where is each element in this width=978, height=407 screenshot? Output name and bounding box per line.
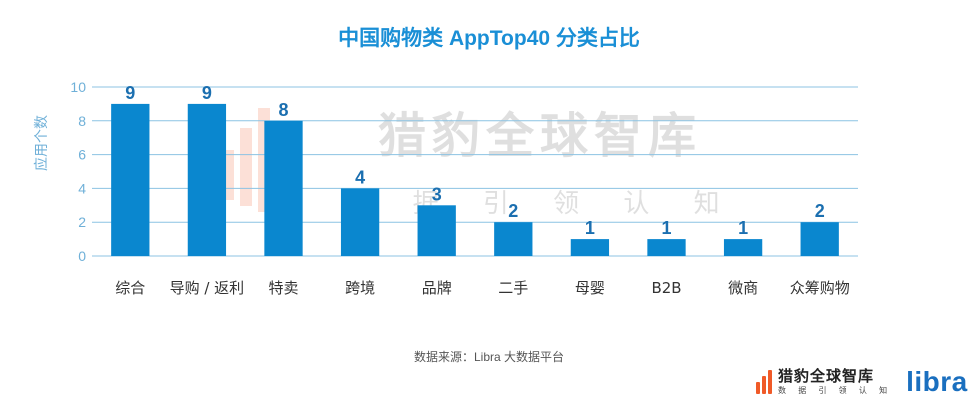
x-tick-label: 特卖 — [268, 279, 298, 297]
data-label: 9 — [125, 83, 135, 103]
brand-footer: 猎豹全球智库 数 据 引 领 认 知 libra — [756, 364, 968, 400]
libra-logo: libra — [906, 366, 968, 397]
data-labels: 9 9 8 4 3 2 1 1 1 2 — [125, 83, 824, 238]
y-tick-label: 4 — [78, 180, 86, 196]
x-tick-label: 导购 / 返利 — [170, 279, 245, 297]
bar — [494, 222, 533, 256]
x-axis: 综合 导购 / 返利 特卖 跨境 品牌 二手 母婴 B2B 微商 众筹购物 — [115, 279, 849, 297]
bar — [647, 239, 686, 256]
bar — [264, 120, 303, 256]
bar — [570, 239, 610, 256]
watermark-logo-icon — [222, 108, 270, 212]
data-label: 1 — [585, 218, 595, 238]
data-label: 1 — [661, 218, 671, 238]
brand-name: 猎豹全球智库 — [778, 368, 875, 385]
brand-tagline: 数 据 引 领 认 知 — [778, 386, 893, 395]
y-tick-label: 8 — [78, 113, 86, 129]
bars — [111, 103, 839, 257]
bar — [340, 188, 380, 256]
x-tick-label: 微商 — [728, 279, 758, 297]
data-label: 4 — [355, 167, 365, 187]
x-tick-label: 综合 — [115, 279, 145, 297]
x-tick-label: B2B — [651, 279, 681, 297]
watermark-subtext: 数 据 引 领 认 知 — [342, 189, 737, 219]
watermark-text: 猎豹全球智库 — [378, 108, 702, 164]
x-tick-label: 二手 — [498, 279, 528, 297]
cheetah-logo-icon — [756, 370, 772, 394]
y-axis: 0 2 4 6 8 10 — [70, 79, 86, 264]
x-tick-label: 跨境 — [345, 279, 375, 297]
data-label: 1 — [738, 218, 748, 238]
y-tick-label: 6 — [78, 147, 86, 163]
data-label: 3 — [432, 184, 442, 204]
bar — [800, 222, 839, 256]
y-tick-label: 10 — [70, 79, 86, 95]
bar — [187, 103, 227, 257]
x-tick-label: 品牌 — [422, 279, 452, 297]
bar — [723, 239, 763, 256]
y-axis-label: 应用个数 — [33, 115, 50, 171]
data-label: 2 — [508, 201, 518, 221]
bar — [417, 205, 456, 256]
x-tick-label: 母婴 — [575, 279, 605, 297]
bar — [111, 103, 150, 257]
data-label: 2 — [815, 201, 825, 221]
y-tick-label: 2 — [78, 214, 86, 230]
source-note: 数据来源：Libra 大数据平台 — [413, 350, 565, 364]
data-label: 9 — [202, 83, 212, 103]
data-label: 8 — [278, 100, 288, 120]
chart-title: 中国购物类 AppTop40 分类占比 — [338, 27, 640, 50]
y-tick-label: 0 — [78, 248, 86, 264]
x-tick-label: 众筹购物 — [790, 279, 850, 297]
